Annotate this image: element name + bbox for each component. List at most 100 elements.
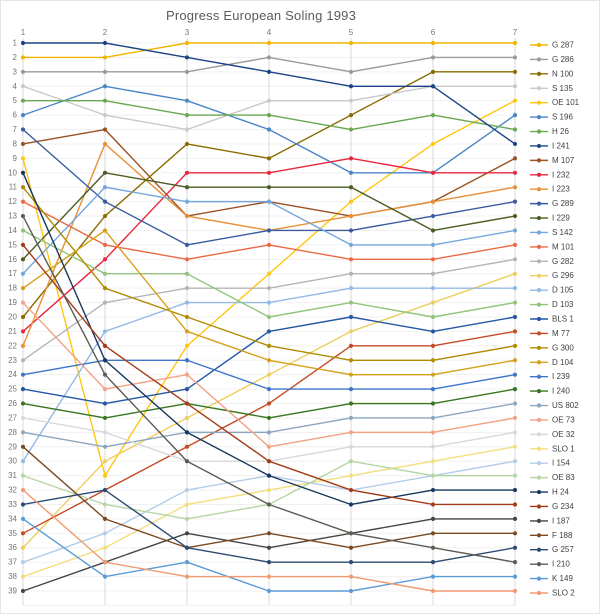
data-point xyxy=(184,487,190,493)
y-tick-label: 28 xyxy=(8,428,17,437)
y-tick-label: 14 xyxy=(8,226,17,235)
data-point xyxy=(102,502,108,507)
legend-swatch-dot xyxy=(536,302,542,307)
data-point xyxy=(266,156,272,161)
data-point xyxy=(266,545,272,550)
data-point xyxy=(266,358,272,363)
data-point xyxy=(20,242,26,247)
data-point xyxy=(430,286,436,291)
legend-label: I 239 xyxy=(552,372,570,381)
data-point xyxy=(430,113,436,118)
legend-swatch-dot xyxy=(536,547,542,552)
y-tick-label: 30 xyxy=(8,457,17,466)
data-point xyxy=(266,387,272,392)
legend-item-g-287: G 287 xyxy=(530,41,574,50)
data-point xyxy=(20,531,26,536)
data-point xyxy=(430,459,436,464)
data-point xyxy=(266,127,272,132)
legend-label: I 232 xyxy=(552,170,570,179)
data-point xyxy=(184,141,190,147)
x-tick-label: 1 xyxy=(21,28,26,37)
y-tick-label: 32 xyxy=(8,486,17,495)
legend-swatch-dot xyxy=(536,590,542,596)
y-tick-label: 26 xyxy=(8,399,17,408)
series-n-100 xyxy=(20,69,518,320)
data-point xyxy=(184,127,190,132)
data-point xyxy=(102,560,108,565)
data-point xyxy=(512,444,518,449)
legend-item-k-149: K 149 xyxy=(530,574,573,583)
y-tick-label: 36 xyxy=(8,543,17,552)
data-point xyxy=(102,516,108,521)
series-m-101 xyxy=(20,199,518,262)
legend-item-i-187: I 187 xyxy=(530,516,570,525)
data-point xyxy=(184,372,190,377)
data-point xyxy=(184,242,190,247)
series-oe-101 xyxy=(20,98,518,478)
legend-swatch-dot xyxy=(536,129,542,134)
y-tick-label: 21 xyxy=(8,327,17,336)
data-point xyxy=(184,358,190,363)
series-i-240 xyxy=(20,387,518,421)
y-tick-label: 37 xyxy=(8,558,17,567)
legend-label: M 77 xyxy=(552,329,570,338)
data-point xyxy=(184,257,190,262)
data-point xyxy=(20,170,26,175)
data-point xyxy=(184,40,190,46)
legend-item-oe-32: OE 32 xyxy=(530,430,575,439)
data-point xyxy=(348,502,354,507)
data-point xyxy=(512,588,518,594)
legend-item-i-154: I 154 xyxy=(530,459,570,468)
data-point xyxy=(20,560,26,565)
data-point xyxy=(348,314,354,320)
data-point xyxy=(102,430,108,435)
y-tick-label: 27 xyxy=(8,413,17,422)
data-point xyxy=(430,574,436,579)
data-point xyxy=(512,170,518,175)
data-point xyxy=(512,40,518,46)
data-point xyxy=(430,300,436,305)
series-slo-1 xyxy=(20,444,518,579)
legend-item-g-282: G 282 xyxy=(530,257,574,266)
legend-label: OE 32 xyxy=(552,430,575,439)
legend-label: US 802 xyxy=(552,401,579,410)
series-g-300 xyxy=(20,185,518,363)
legend-item-slo-1: SLO 1 xyxy=(530,444,575,453)
legend-swatch-dot xyxy=(536,489,542,495)
legend-item-d-105: D 105 xyxy=(530,286,574,295)
data-point xyxy=(184,286,190,291)
data-point xyxy=(348,213,354,219)
legend-label: S 135 xyxy=(552,84,573,93)
data-point xyxy=(184,271,190,276)
legend-swatch-dot xyxy=(536,143,542,149)
legend-swatch-dot xyxy=(536,57,542,62)
data-point xyxy=(512,113,518,118)
data-point xyxy=(512,487,518,493)
legend-swatch-dot xyxy=(536,475,542,480)
y-tick-label: 12 xyxy=(8,197,17,206)
data-point xyxy=(266,502,272,507)
data-point xyxy=(184,69,190,74)
y-tick-label: 25 xyxy=(8,385,17,394)
data-point xyxy=(512,127,518,132)
series-d-104 xyxy=(20,228,518,377)
series-g-287 xyxy=(20,40,518,60)
legend-label: N 100 xyxy=(552,69,574,78)
data-point xyxy=(20,415,26,421)
legend-swatch-dot xyxy=(536,403,542,408)
data-point xyxy=(266,40,272,46)
legend-label: I 241 xyxy=(552,141,570,150)
legend-swatch-dot xyxy=(536,259,542,264)
legend-label: G 300 xyxy=(552,343,574,352)
legend-swatch-dot xyxy=(536,374,542,379)
data-point xyxy=(348,343,354,348)
data-point xyxy=(512,300,518,305)
data-point xyxy=(184,113,190,118)
data-point xyxy=(512,560,518,565)
data-point xyxy=(102,98,108,103)
series-k-149 xyxy=(20,516,518,594)
series-g-289 xyxy=(20,127,518,247)
data-point xyxy=(430,387,436,392)
series-us-802 xyxy=(20,401,518,449)
series-g-234 xyxy=(20,242,518,507)
